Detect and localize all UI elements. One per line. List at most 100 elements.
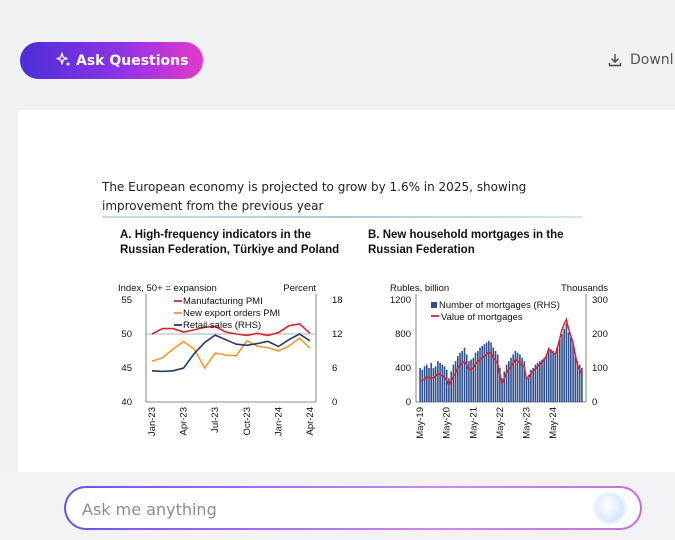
chart-b-bar [452,364,455,402]
chart-b-legend-swatch [431,302,437,308]
chart-a-legend-label: Retail sales (RHS) [183,320,261,331]
chart-b-bar [468,361,470,402]
chart-a-ytick-left: 40 [121,397,132,408]
chart-a-xtick: Apr-24 [305,407,316,436]
chart-a-title: A. High-frequency indicators in the Russ… [120,229,340,256]
chart-b-bar [530,369,532,402]
chart-b-bar [570,337,572,402]
ask-questions-button[interactable]: Ask Questions [20,42,203,79]
ask-questions-label: Ask Questions [76,52,189,69]
chart-b-bar [512,354,514,402]
chart-b-bar [472,357,475,402]
chart-a-ytick-left: 50 [121,329,132,340]
chart-b-bar [443,366,446,402]
chart-a-xtick: Jan-23 [147,407,158,436]
chart-b-bar [474,352,477,402]
chart-b-xtick: May-20 [442,407,453,439]
chart-b-bar [437,361,439,402]
ask-input-container [64,486,642,530]
chart-b-bar [499,368,501,402]
chart-a-series-line [151,337,311,370]
chart-b-bar [581,368,583,402]
chart-b-bar [445,369,448,402]
chart-b-bar [536,362,539,402]
download-label: Downl [630,52,674,68]
chart-a-ytick-right: 12 [332,329,343,340]
chart-a-ytick-right: 6 [332,363,337,374]
chart-b-bar [521,357,523,402]
charts-svg: Index, 50+ = expansion Percent 55 50 45 40 18 1… [118,283,608,439]
chart-b-bar [430,362,432,402]
chart-b-bar [481,345,483,402]
chart-b-ytick-left: 400 [395,363,411,374]
chart-b-bar [457,356,459,402]
chart-b-bar [485,342,488,402]
chart-a-ylabel-right: Percent [283,283,316,294]
chart-b-bar [448,378,450,402]
chart-b-bar [525,376,528,402]
chart-b-ytick-right: 100 [592,363,608,374]
chart-a-series-line [151,333,311,373]
chart-b-bar [461,351,463,402]
chart-b-ytick-left: 800 [395,329,411,340]
chart-b-bar [554,352,557,402]
chart-b-bar [483,344,486,402]
chart-b-bar [523,361,526,402]
chart-b-ytick-left: 1200 [390,295,411,306]
chart-b-ylabel-right: Thousands [561,283,608,294]
chart-b-bar [563,328,565,402]
chart-b-bar [426,364,428,402]
chart-b-bar [516,352,519,402]
download-icon [608,54,622,67]
chart-a-xtick: Jan-24 [273,407,284,436]
chart-b-bar [534,364,537,402]
chart-b-bar [556,345,559,402]
chart-b-bar [470,359,472,402]
chart-b-bar [565,323,568,402]
chart-b-bar [479,347,481,402]
send-orb-icon[interactable] [596,494,624,522]
chart-b-bar [492,347,495,402]
chart-b-bar [576,361,579,402]
chart-b-bar [514,351,517,402]
chart-b-ylabel-left: Rubles, billion [390,283,449,294]
ask-input[interactable] [80,488,564,530]
chart-b-bar [454,361,457,402]
chart-b-bar [527,374,530,402]
chart-b-bar [532,368,534,402]
chart-a-series-line [151,322,311,337]
chart-b-bar [450,371,452,402]
chart-b-bar [439,362,441,402]
chart-b-bar [505,364,508,402]
chart-b-ytick-left: 0 [406,397,411,408]
chart-b-bar [423,366,426,402]
chart-b-xtick: May-21 [468,407,479,439]
chart-b-bar [490,342,492,402]
chart-b-legend-label: Number of mortgages (RHS) [439,300,560,311]
summary-divider [102,216,582,218]
chart-a-legend-label: Manufacturing PMI [183,296,263,307]
chart-b-bar [545,354,548,402]
chart-b-bar [559,339,561,402]
chart-b-bar [477,351,479,402]
chart-a-xtick: Apr-23 [179,407,190,436]
chart-b-legend-label: Value of mortgages [441,312,523,323]
chart-b-bar [567,332,570,402]
chart-b-bar [465,354,468,402]
chart-b-xtick: May-22 [495,407,506,439]
chart-b-bar [547,347,550,402]
chart-b-bar [543,357,545,402]
chart-b-bar [441,364,444,402]
chart-b-bar [561,334,563,402]
chart-b-xtick: May-19 [415,407,426,439]
summary-text: The European economy is projected to gro… [102,180,527,213]
chart-b-ytick-right: 200 [592,329,608,340]
chart-b-bar [519,354,521,402]
chart-a-ytick-left: 55 [121,295,132,306]
download-button[interactable]: Downl [608,52,674,68]
chart-b-bar [501,378,503,402]
chart-b-bar [463,347,466,402]
chart-b-ytick-right: 0 [592,397,597,408]
chart-b-bar [552,351,554,402]
chart-b-bar [496,354,499,402]
